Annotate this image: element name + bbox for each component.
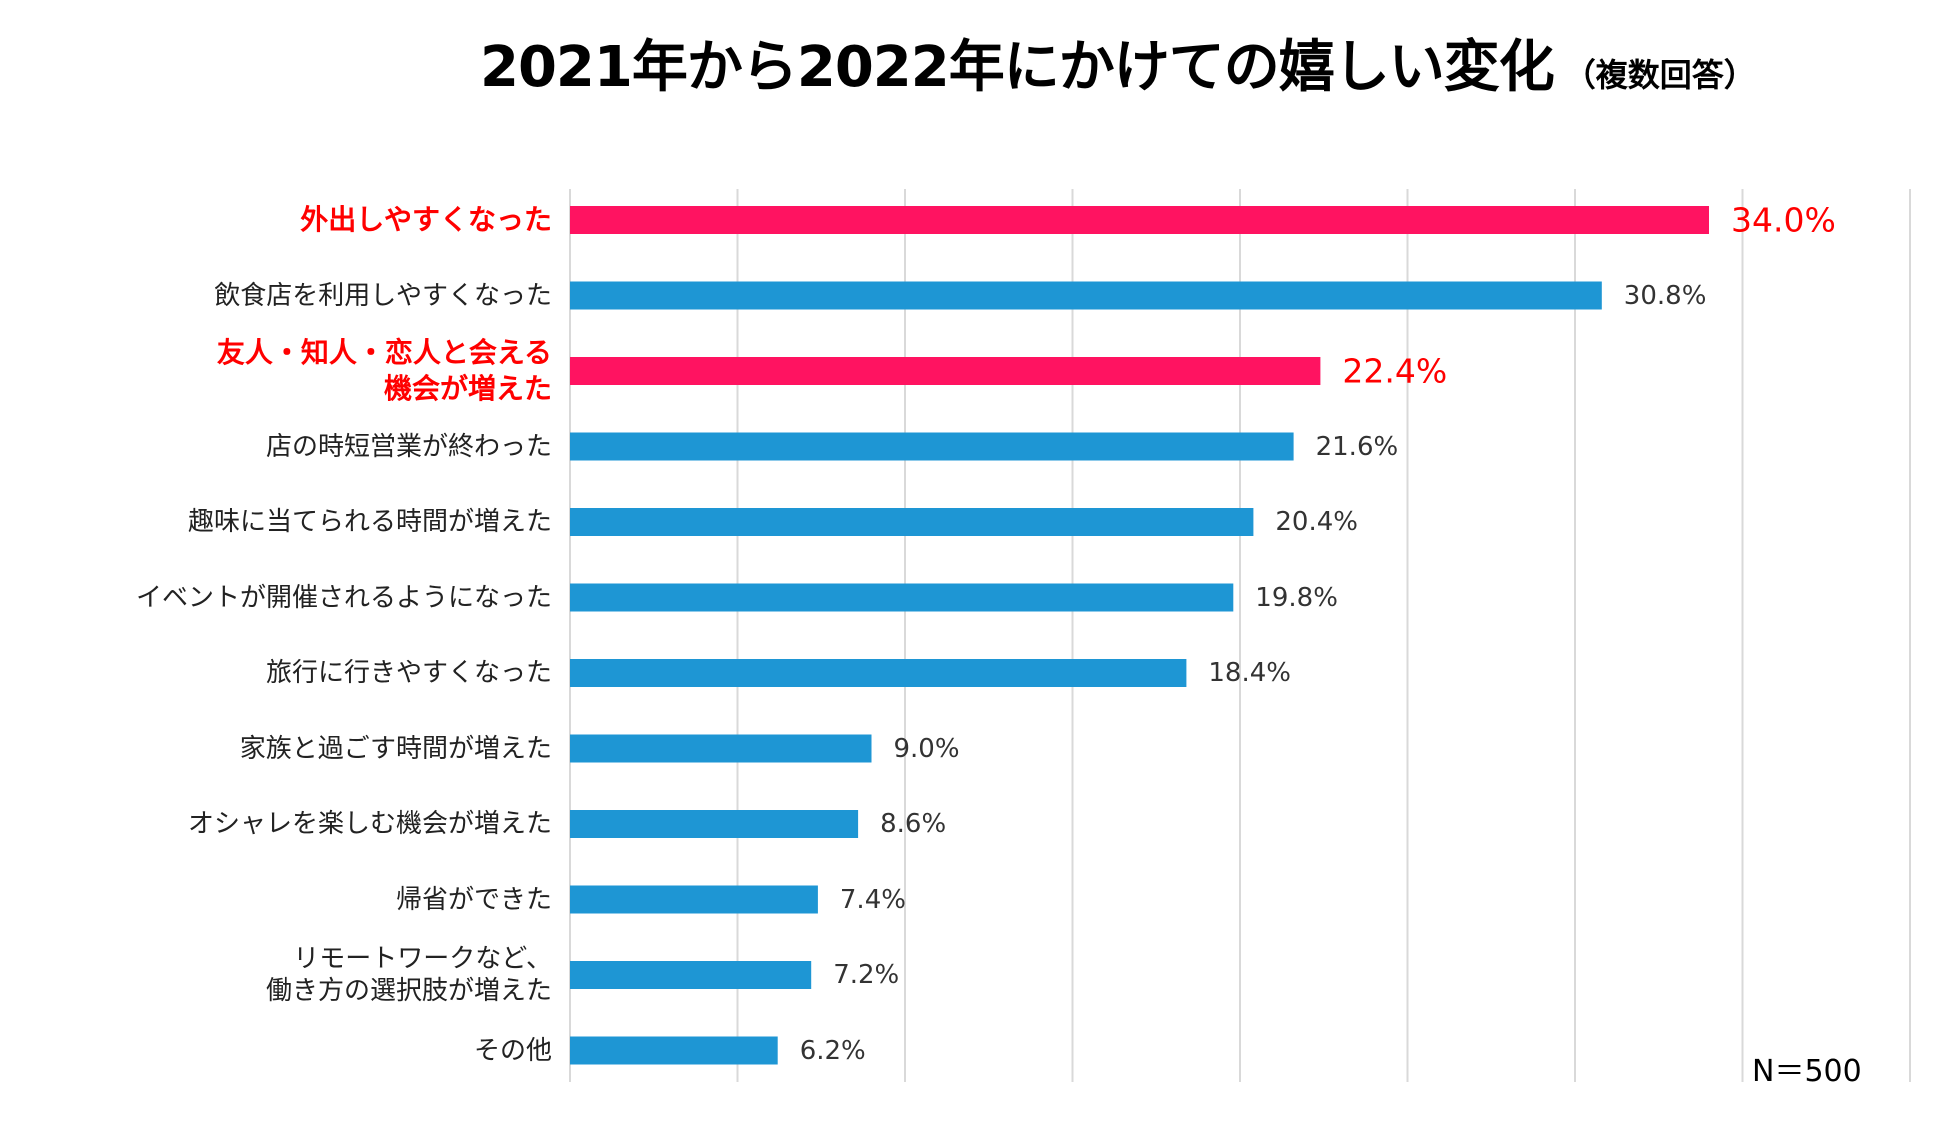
data-label: 30.8%: [1623, 280, 1707, 311]
bar: [570, 508, 1254, 536]
bar: [570, 1036, 778, 1065]
data-label: 22.4%: [1342, 351, 1448, 391]
bar: [570, 734, 872, 763]
bar: [570, 357, 1321, 385]
data-label: 6.2%: [799, 1035, 866, 1066]
data-label: 7.4%: [839, 884, 906, 915]
category-label: リモートワークなど、 働き方の選択肢が増えた: [265, 944, 552, 1006]
data-label: 7.2%: [833, 960, 900, 990]
data-label: 9.0%: [893, 733, 960, 764]
category-label: 帰省ができた: [395, 884, 552, 915]
data-label: 20.4%: [1275, 507, 1358, 537]
data-label: 21.6%: [1315, 431, 1399, 462]
category-label: 旅行に行きやすくなった: [265, 658, 552, 688]
bar: [570, 659, 1187, 687]
bar: [570, 281, 1602, 310]
bar: [570, 810, 859, 838]
category-label: 飲食店を利用しやすくなった: [214, 280, 552, 311]
title-main: 2021年から2022年にかけての嬉しい変化: [480, 35, 1555, 100]
category-label: その他: [473, 1035, 552, 1066]
category-label: 家族と過ごす時間が増えた: [239, 733, 552, 764]
category-label: 友人・知人・恋人と会える 機会が増えた: [216, 336, 552, 405]
bar: [570, 432, 1294, 461]
title-subtitle: （複数回答）: [1563, 56, 1756, 94]
data-label: 34.0%: [1731, 200, 1836, 240]
data-label: 8.6%: [880, 809, 947, 839]
bar: [570, 206, 1709, 234]
bar: [570, 885, 818, 914]
bar: [570, 583, 1234, 612]
category-label: オシャレを楽しむ機会が増えた: [187, 809, 552, 839]
data-label: 18.4%: [1208, 658, 1291, 688]
category-label: 外出しやすくなった: [300, 203, 552, 236]
category-label: 店の時短営業が終わった: [265, 431, 552, 462]
data-label: 19.8%: [1255, 582, 1338, 613]
category-label: 趣味に当てられる時間が増えた: [187, 507, 552, 537]
sample-size-note: N＝500: [1752, 1054, 1862, 1089]
chart-title: 2021年から2022年にかけての嬉しい変化 （複数回答）: [480, 22, 1900, 103]
category-label: イベントが開催されるようになった: [135, 582, 552, 613]
bar: [570, 961, 812, 989]
